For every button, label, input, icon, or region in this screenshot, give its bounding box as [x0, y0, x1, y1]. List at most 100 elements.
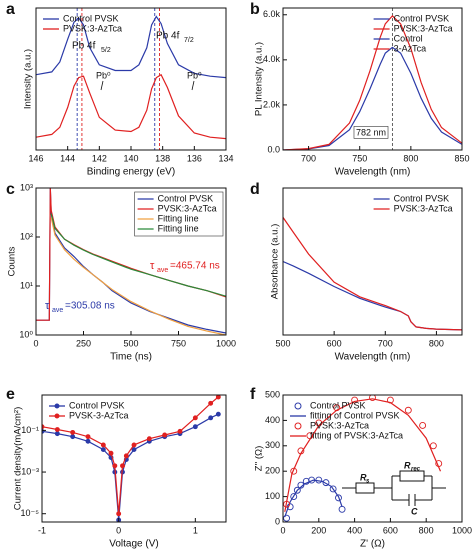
- data-point: [329, 485, 337, 493]
- data-point: [108, 450, 114, 456]
- panel-letter: b: [250, 1, 260, 18]
- annotation: τ: [45, 300, 50, 312]
- x-tick-label: 750: [352, 153, 367, 163]
- annotation: Pb⁰: [187, 70, 202, 80]
- data-point: [369, 395, 376, 401]
- legend-label: Control PVSK: [158, 193, 214, 203]
- series-line: [36, 73, 226, 140]
- data-point: [293, 486, 301, 494]
- legend-label: fitting of PVSK:3-AzTca: [310, 430, 403, 440]
- y-tick-label: 100: [265, 491, 280, 501]
- x-tick-label: 138: [155, 153, 170, 163]
- data-point: [322, 479, 330, 487]
- y-axis-title: Z'' (Ω): [254, 446, 265, 472]
- series-line: [283, 46, 462, 150]
- plot-frame: [282, 394, 463, 523]
- x-tick-label: 0: [33, 338, 38, 348]
- y-tick-label: 0: [275, 516, 280, 526]
- legend-label: PVSK:3-AzTca: [310, 420, 369, 430]
- x-tick-label: 0: [280, 525, 285, 535]
- data-point: [338, 505, 346, 513]
- x-tick-label: 700: [301, 153, 316, 163]
- x-tick-label: -1: [38, 525, 46, 535]
- circuit-label: R: [360, 472, 367, 482]
- y-tick-label: 10³: [20, 182, 33, 192]
- x-tick-label: 146: [28, 153, 43, 163]
- data-point: [146, 436, 152, 442]
- y-tick-label: 500: [265, 389, 280, 399]
- x-tick-label: 134: [218, 153, 233, 163]
- series-line: [283, 15, 462, 150]
- data-point: [215, 411, 221, 417]
- panel-letter: f: [250, 386, 256, 403]
- data-point: [131, 442, 137, 448]
- data-point: [208, 415, 214, 421]
- annotation: Pb 4f: [72, 41, 96, 52]
- series-line: [50, 213, 226, 297]
- legend-label: Control PVSK: [69, 400, 125, 410]
- y-tick-label: 0.0: [267, 144, 280, 154]
- data-point: [192, 424, 198, 430]
- series-line: [283, 260, 462, 331]
- legend-label: PVSK:3-AzTca: [158, 203, 217, 213]
- data-point: [85, 434, 91, 440]
- x-axis-title: Z' (Ω): [360, 539, 385, 550]
- plot-frame: [282, 187, 463, 336]
- x-tick-label: 136: [187, 153, 202, 163]
- circuit-label: s: [366, 479, 370, 485]
- x-tick-label: 500: [123, 338, 138, 348]
- data-point: [70, 429, 76, 435]
- y-tick-label: 200: [265, 466, 280, 476]
- data-point: [208, 400, 214, 406]
- legend-label: Control: [394, 33, 423, 43]
- legend-label: PVSK:3-AzTca: [63, 23, 122, 33]
- legend-label: PVSK:3-AzTca: [394, 203, 453, 213]
- y-tick-label: 2.0k: [263, 99, 281, 109]
- x-tick-label: 800: [419, 525, 434, 535]
- y-axis-title: Counts: [7, 246, 18, 276]
- data-point: [85, 438, 91, 444]
- x-tick-label: 0: [116, 525, 121, 535]
- pb0-arrows: [100, 80, 195, 91]
- series-line: [42, 413, 219, 521]
- x-tick-label: 800: [403, 153, 418, 163]
- data-point: [404, 406, 412, 414]
- y-axis-title: Intensity (a.u.): [23, 49, 34, 109]
- data-point: [70, 434, 76, 440]
- annotation: Pb⁰: [96, 70, 111, 80]
- annotation: =305.08 ns: [65, 301, 115, 312]
- y-axis-title: PL Intensity (a.u.): [254, 42, 265, 116]
- x-tick-label: 142: [92, 153, 107, 163]
- data-point: [177, 428, 183, 434]
- data-point: [290, 493, 298, 501]
- panel-letter: c: [6, 181, 15, 198]
- legend-label: PVSK-3-AzTca: [69, 410, 129, 420]
- plot-frame: [282, 7, 463, 151]
- data-point: [116, 511, 122, 517]
- x-tick-label: 600: [383, 525, 398, 535]
- y-tick-label: 10¹: [20, 280, 33, 290]
- data-point: [120, 463, 125, 469]
- annotation: Pb 4f: [156, 31, 180, 42]
- annotation: =465.74 ns: [170, 261, 220, 272]
- x-tick-label: 500: [275, 338, 290, 348]
- y-axis-title: Absorbance (a.u.): [270, 224, 281, 300]
- legend-label: 3-AzTca: [394, 43, 427, 53]
- y-tick-label: 4.0k: [263, 54, 281, 64]
- data-point: [419, 422, 427, 429]
- x-axis-title: Wavelength (nm): [335, 167, 411, 178]
- y-tick-label: 10⁻⁵: [21, 508, 40, 518]
- data-point: [100, 447, 106, 453]
- y-tick-label: 300: [265, 440, 280, 450]
- plot-frame: [35, 7, 227, 151]
- circuit-label: rec: [411, 467, 421, 473]
- plot-area: [42, 395, 221, 522]
- annotation: ave: [157, 267, 168, 274]
- legend-label: Control PVSK: [63, 13, 119, 23]
- x-tick-label: 1000: [216, 338, 236, 348]
- legend-label: PVSK:3-AzTca: [394, 23, 453, 33]
- x-tick-label: 700: [378, 338, 393, 348]
- panel: e -1 0 1 10⁻¹ 10⁻³ 10⁻⁵ Voltage (V) Current dens…: [6, 386, 227, 550]
- annotation: 782 nm: [356, 127, 386, 137]
